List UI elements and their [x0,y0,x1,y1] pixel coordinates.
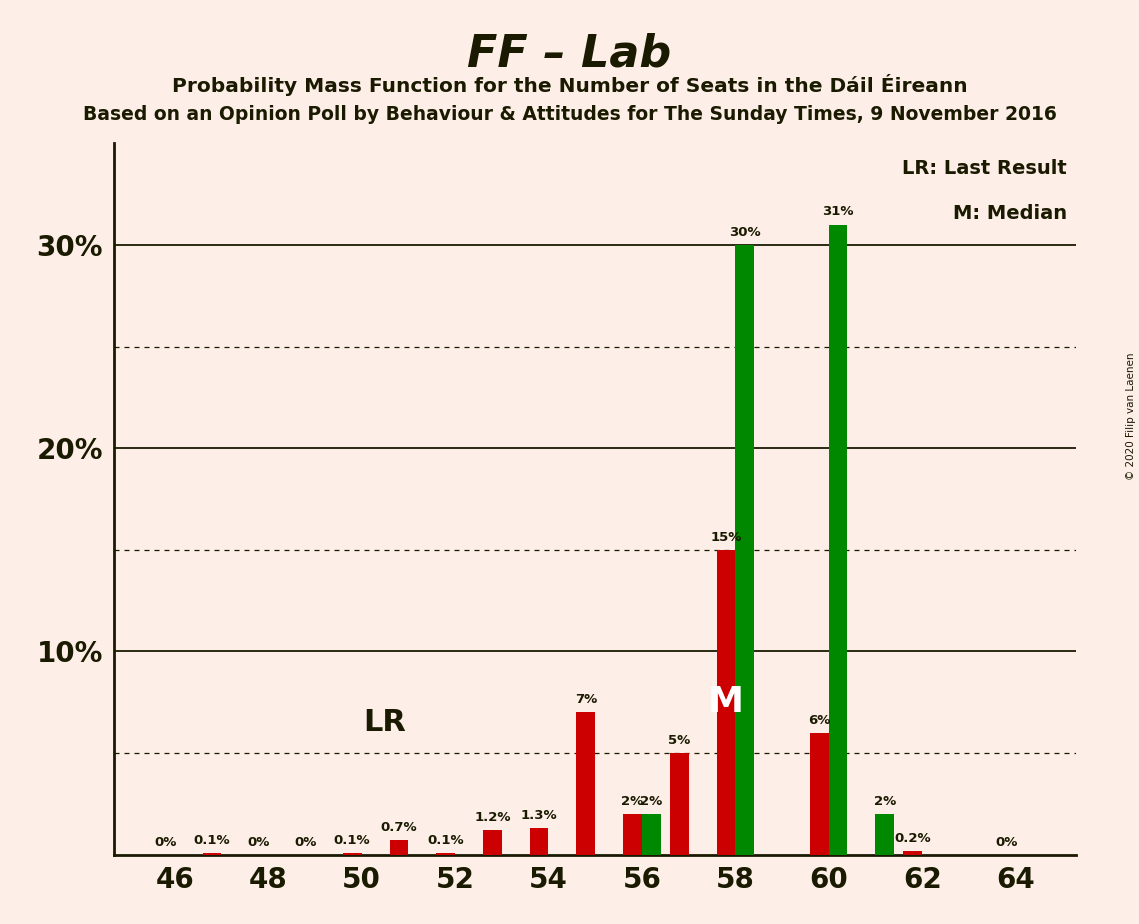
Bar [390,841,408,855]
Text: 2%: 2% [622,795,644,808]
Text: 1.3%: 1.3% [521,809,557,822]
Text: 30%: 30% [729,225,761,238]
Text: 0.7%: 0.7% [380,821,417,834]
Text: Probability Mass Function for the Number of Seats in the Dáil Éireann: Probability Mass Function for the Number… [172,74,967,96]
Bar [576,712,595,855]
Text: 0.1%: 0.1% [427,833,464,846]
Text: 0%: 0% [154,835,177,848]
Bar [736,245,754,855]
Bar [903,851,923,855]
Text: 0.1%: 0.1% [334,833,370,846]
Text: LR: LR [363,708,407,736]
Text: © 2020 Filip van Laenen: © 2020 Filip van Laenen [1126,352,1136,480]
Text: 2%: 2% [874,795,896,808]
Bar [623,814,642,855]
Text: 0.1%: 0.1% [194,833,230,846]
Bar [829,225,847,855]
Text: M: M [708,686,744,719]
Bar [436,853,454,855]
Text: 0%: 0% [995,835,1017,848]
Text: FF – Lab: FF – Lab [467,32,672,76]
Text: 1.2%: 1.2% [474,811,510,824]
Text: 2%: 2% [640,795,662,808]
Text: 0.2%: 0.2% [894,832,932,845]
Bar [876,814,894,855]
Bar [810,733,829,855]
Bar [483,831,501,855]
Text: LR: Last Result: LR: Last Result [902,160,1067,178]
Bar [670,753,689,855]
Text: 7%: 7% [575,693,597,706]
Text: 5%: 5% [669,734,690,747]
Bar [203,853,221,855]
Bar [530,828,548,855]
Bar [343,853,361,855]
Bar [716,550,736,855]
Text: 0%: 0% [247,835,270,848]
Text: 15%: 15% [711,530,741,543]
Text: Based on an Opinion Poll by Behaviour & Attitudes for The Sunday Times, 9 Novemb: Based on an Opinion Poll by Behaviour & … [82,105,1057,125]
Text: M: Median: M: Median [953,204,1067,224]
Text: 31%: 31% [822,205,854,218]
Bar [642,814,661,855]
Text: 0%: 0% [294,835,317,848]
Text: 6%: 6% [809,713,830,726]
